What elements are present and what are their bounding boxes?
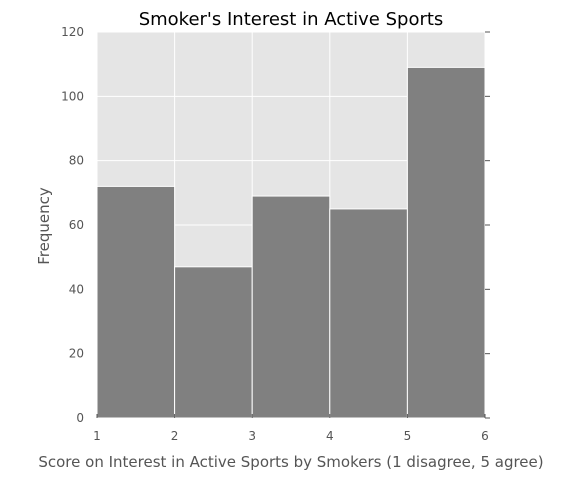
chart-title: Smoker's Interest in Active Sports — [139, 9, 444, 30]
histogram-bar — [174, 266, 253, 419]
y-tick-label: 120 — [61, 25, 84, 39]
x-tick-label: 6 — [481, 429, 489, 443]
x-tick-label: 4 — [326, 429, 334, 443]
y-tick-labels: 0 20 40 60 80 100 120 — [61, 25, 84, 425]
y-axis-label: Frequency — [35, 187, 53, 265]
y-tick-label: 0 — [76, 411, 84, 425]
x-tick-label: 1 — [93, 429, 101, 443]
x-tick-label: 2 — [171, 429, 179, 443]
x-axis-label: Score on Interest in Active Sports by Sm… — [38, 453, 543, 471]
x-tick-labels: 1 2 3 4 5 6 — [93, 429, 489, 443]
histogram-bar — [329, 208, 408, 419]
axis-ticks — [96, 31, 490, 419]
histogram-bar — [251, 195, 331, 419]
y-tick-label: 80 — [69, 154, 84, 168]
y-tick-label: 20 — [69, 347, 84, 361]
y-tick-label: 100 — [61, 89, 84, 103]
x-tick-label: 3 — [248, 429, 256, 443]
x-tick-label: 5 — [404, 429, 412, 443]
y-tick-label: 40 — [69, 282, 84, 296]
histogram-bar — [96, 185, 176, 419]
histogram-bar — [406, 66, 486, 419]
y-tick-label: 60 — [69, 218, 84, 232]
bars — [96, 66, 486, 419]
